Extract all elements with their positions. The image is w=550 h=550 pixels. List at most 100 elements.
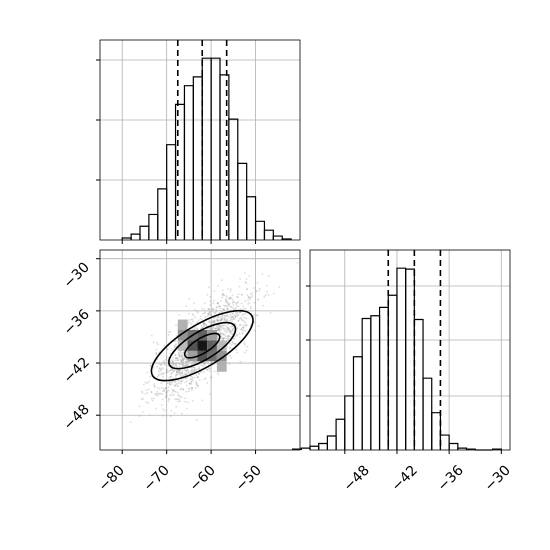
sample-point: [175, 372, 178, 374]
histogram-bar: [130, 233, 141, 240]
sample-point: [197, 367, 200, 370]
sample-point: [173, 344, 176, 347]
sample-point: [226, 337, 229, 340]
sample-point: [169, 361, 172, 364]
sample-point: [227, 303, 230, 306]
sample-point: [210, 326, 213, 329]
sample-point: [220, 319, 223, 322]
sample-point: [212, 327, 215, 330]
sample-point: [225, 319, 228, 322]
sample-point: [257, 325, 260, 328]
sample-point: [169, 394, 172, 397]
sample-point: [203, 361, 206, 364]
sample-point: [217, 325, 220, 328]
sample-point: [181, 363, 184, 366]
sample-point: [216, 329, 219, 332]
sample-point: [190, 378, 193, 381]
sample-point: [181, 396, 183, 399]
sample-point: [226, 328, 229, 330]
sample-point: [231, 330, 234, 333]
sample-point: [226, 326, 229, 329]
sample-point: [181, 380, 184, 383]
sample-point: [190, 370, 193, 372]
sample-point: [221, 293, 224, 296]
sample-point: [231, 318, 233, 321]
sample-point: [197, 376, 200, 379]
sample-point: [201, 326, 204, 329]
sample-point: [150, 334, 153, 337]
sample-point: [172, 380, 175, 383]
sample-point: [212, 308, 215, 310]
sample-point: [165, 394, 168, 396]
sample-point: [168, 398, 171, 401]
sample-point: [159, 368, 161, 370]
sample-point: [174, 398, 177, 401]
sample-point: [217, 316, 220, 318]
sample-point: [194, 381, 197, 383]
sample-point: [213, 319, 216, 322]
sample-point: [217, 329, 219, 332]
sample-point: [240, 317, 243, 320]
sample-point: [182, 358, 185, 361]
density-cell: [197, 340, 208, 351]
sample-point: [186, 364, 189, 367]
sample-point: [167, 389, 170, 392]
histogram-bar: [387, 294, 398, 450]
sample-point: [177, 359, 179, 362]
sample-point: [237, 300, 240, 303]
x-tick-label: −70: [141, 463, 173, 495]
sample-point: [185, 373, 188, 376]
sample-point: [197, 385, 199, 388]
sample-point: [233, 337, 236, 340]
sample-point: [144, 392, 147, 395]
sample-point: [208, 311, 211, 313]
sample-point: [227, 328, 230, 330]
sample-point: [217, 301, 220, 304]
sample-point: [156, 365, 159, 368]
sample-point: [205, 325, 208, 327]
sample-point: [231, 316, 234, 318]
sample-point: [252, 314, 255, 317]
sample-point: [163, 361, 166, 364]
x-tick-label: −48: [341, 463, 373, 495]
sample-point: [187, 364, 190, 366]
sample-point: [192, 314, 195, 317]
histogram-bar: [219, 74, 230, 240]
sample-point: [232, 327, 235, 330]
sample-point: [199, 317, 202, 320]
sample-point: [253, 301, 256, 304]
sample-point: [182, 357, 185, 360]
sample-point: [229, 332, 232, 335]
sample-point: [195, 368, 198, 371]
sample-point: [158, 388, 161, 390]
sample-point: [251, 295, 254, 297]
sample-point: [226, 328, 229, 331]
sample-point: [176, 362, 179, 365]
density-cell: [177, 319, 188, 330]
sample-point: [258, 289, 260, 292]
sample-point: [149, 365, 152, 368]
sample-point: [244, 343, 246, 346]
sample-point: [158, 367, 161, 370]
sample-point: [140, 398, 143, 401]
sample-point: [177, 384, 179, 387]
sample-point: [222, 333, 225, 336]
sample-point: [182, 388, 185, 391]
sample-point: [166, 382, 169, 385]
density-cell: [216, 361, 227, 372]
sample-point: [167, 370, 170, 373]
sample-point: [176, 371, 179, 374]
sample-point: [180, 379, 182, 382]
sample-point: [175, 334, 178, 337]
sample-point: [174, 390, 177, 393]
sample-point: [138, 405, 141, 408]
sample-point: [234, 316, 237, 318]
sample-point: [187, 322, 190, 324]
sample-point: [219, 317, 221, 320]
sample-point: [196, 376, 199, 379]
sample-point: [175, 364, 177, 366]
sample-point: [164, 386, 167, 389]
sample-point: [226, 315, 229, 317]
sample-point: [226, 336, 229, 339]
sample-point: [214, 316, 216, 319]
